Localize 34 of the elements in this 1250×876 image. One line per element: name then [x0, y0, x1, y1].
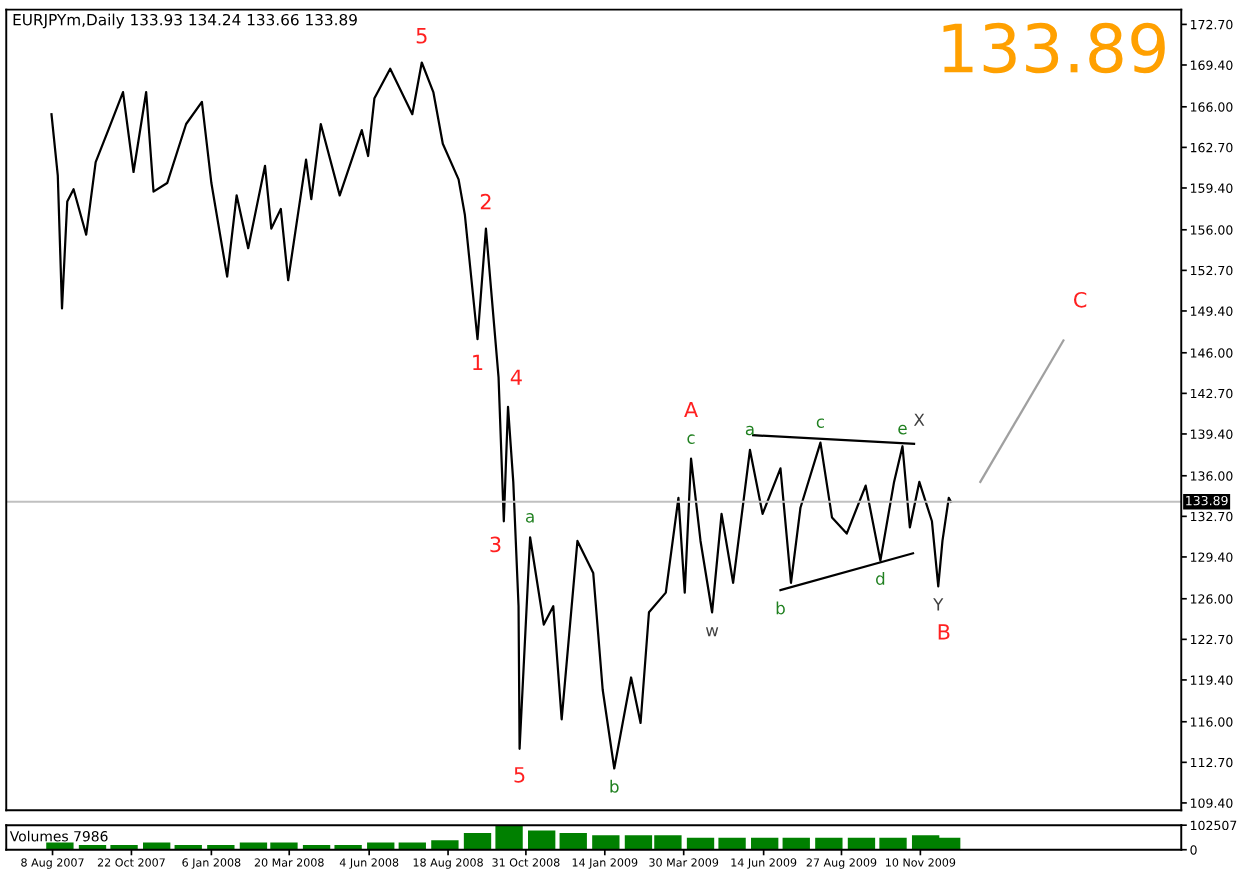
annotation: 4 — [510, 369, 522, 385]
bar — [718, 837, 746, 850]
annotation: 5 — [416, 28, 427, 44]
annotation: Y — [933, 598, 944, 611]
bar — [528, 830, 556, 850]
annotation: b — [776, 601, 785, 615]
annotation: d — [876, 572, 885, 585]
annotation: B — [938, 624, 950, 640]
annotation: C — [1074, 291, 1087, 308]
annotation: X — [913, 413, 925, 426]
bar — [495, 825, 523, 850]
bar — [847, 837, 876, 850]
bar — [463, 832, 492, 850]
annotation: c — [687, 434, 695, 444]
annotation: 1 — [473, 354, 483, 370]
bar — [431, 840, 459, 850]
annotation: w — [705, 627, 719, 637]
annotation: A — [684, 401, 699, 418]
annotation: e — [898, 424, 907, 435]
bar — [559, 832, 587, 850]
bar — [782, 837, 810, 850]
annotation: c — [816, 418, 824, 428]
annotation: 2 — [480, 193, 491, 210]
annotation: a — [526, 513, 534, 523]
annotation: a — [745, 425, 754, 436]
bar — [751, 837, 779, 850]
annotation: b — [610, 779, 619, 793]
bar — [879, 837, 907, 850]
bar — [815, 837, 843, 850]
bar — [686, 837, 715, 850]
bar — [592, 835, 620, 850]
annotation: 3 — [490, 536, 501, 553]
annotation: 5 — [514, 767, 525, 783]
annotation: 133.89 — [943, 22, 1165, 74]
